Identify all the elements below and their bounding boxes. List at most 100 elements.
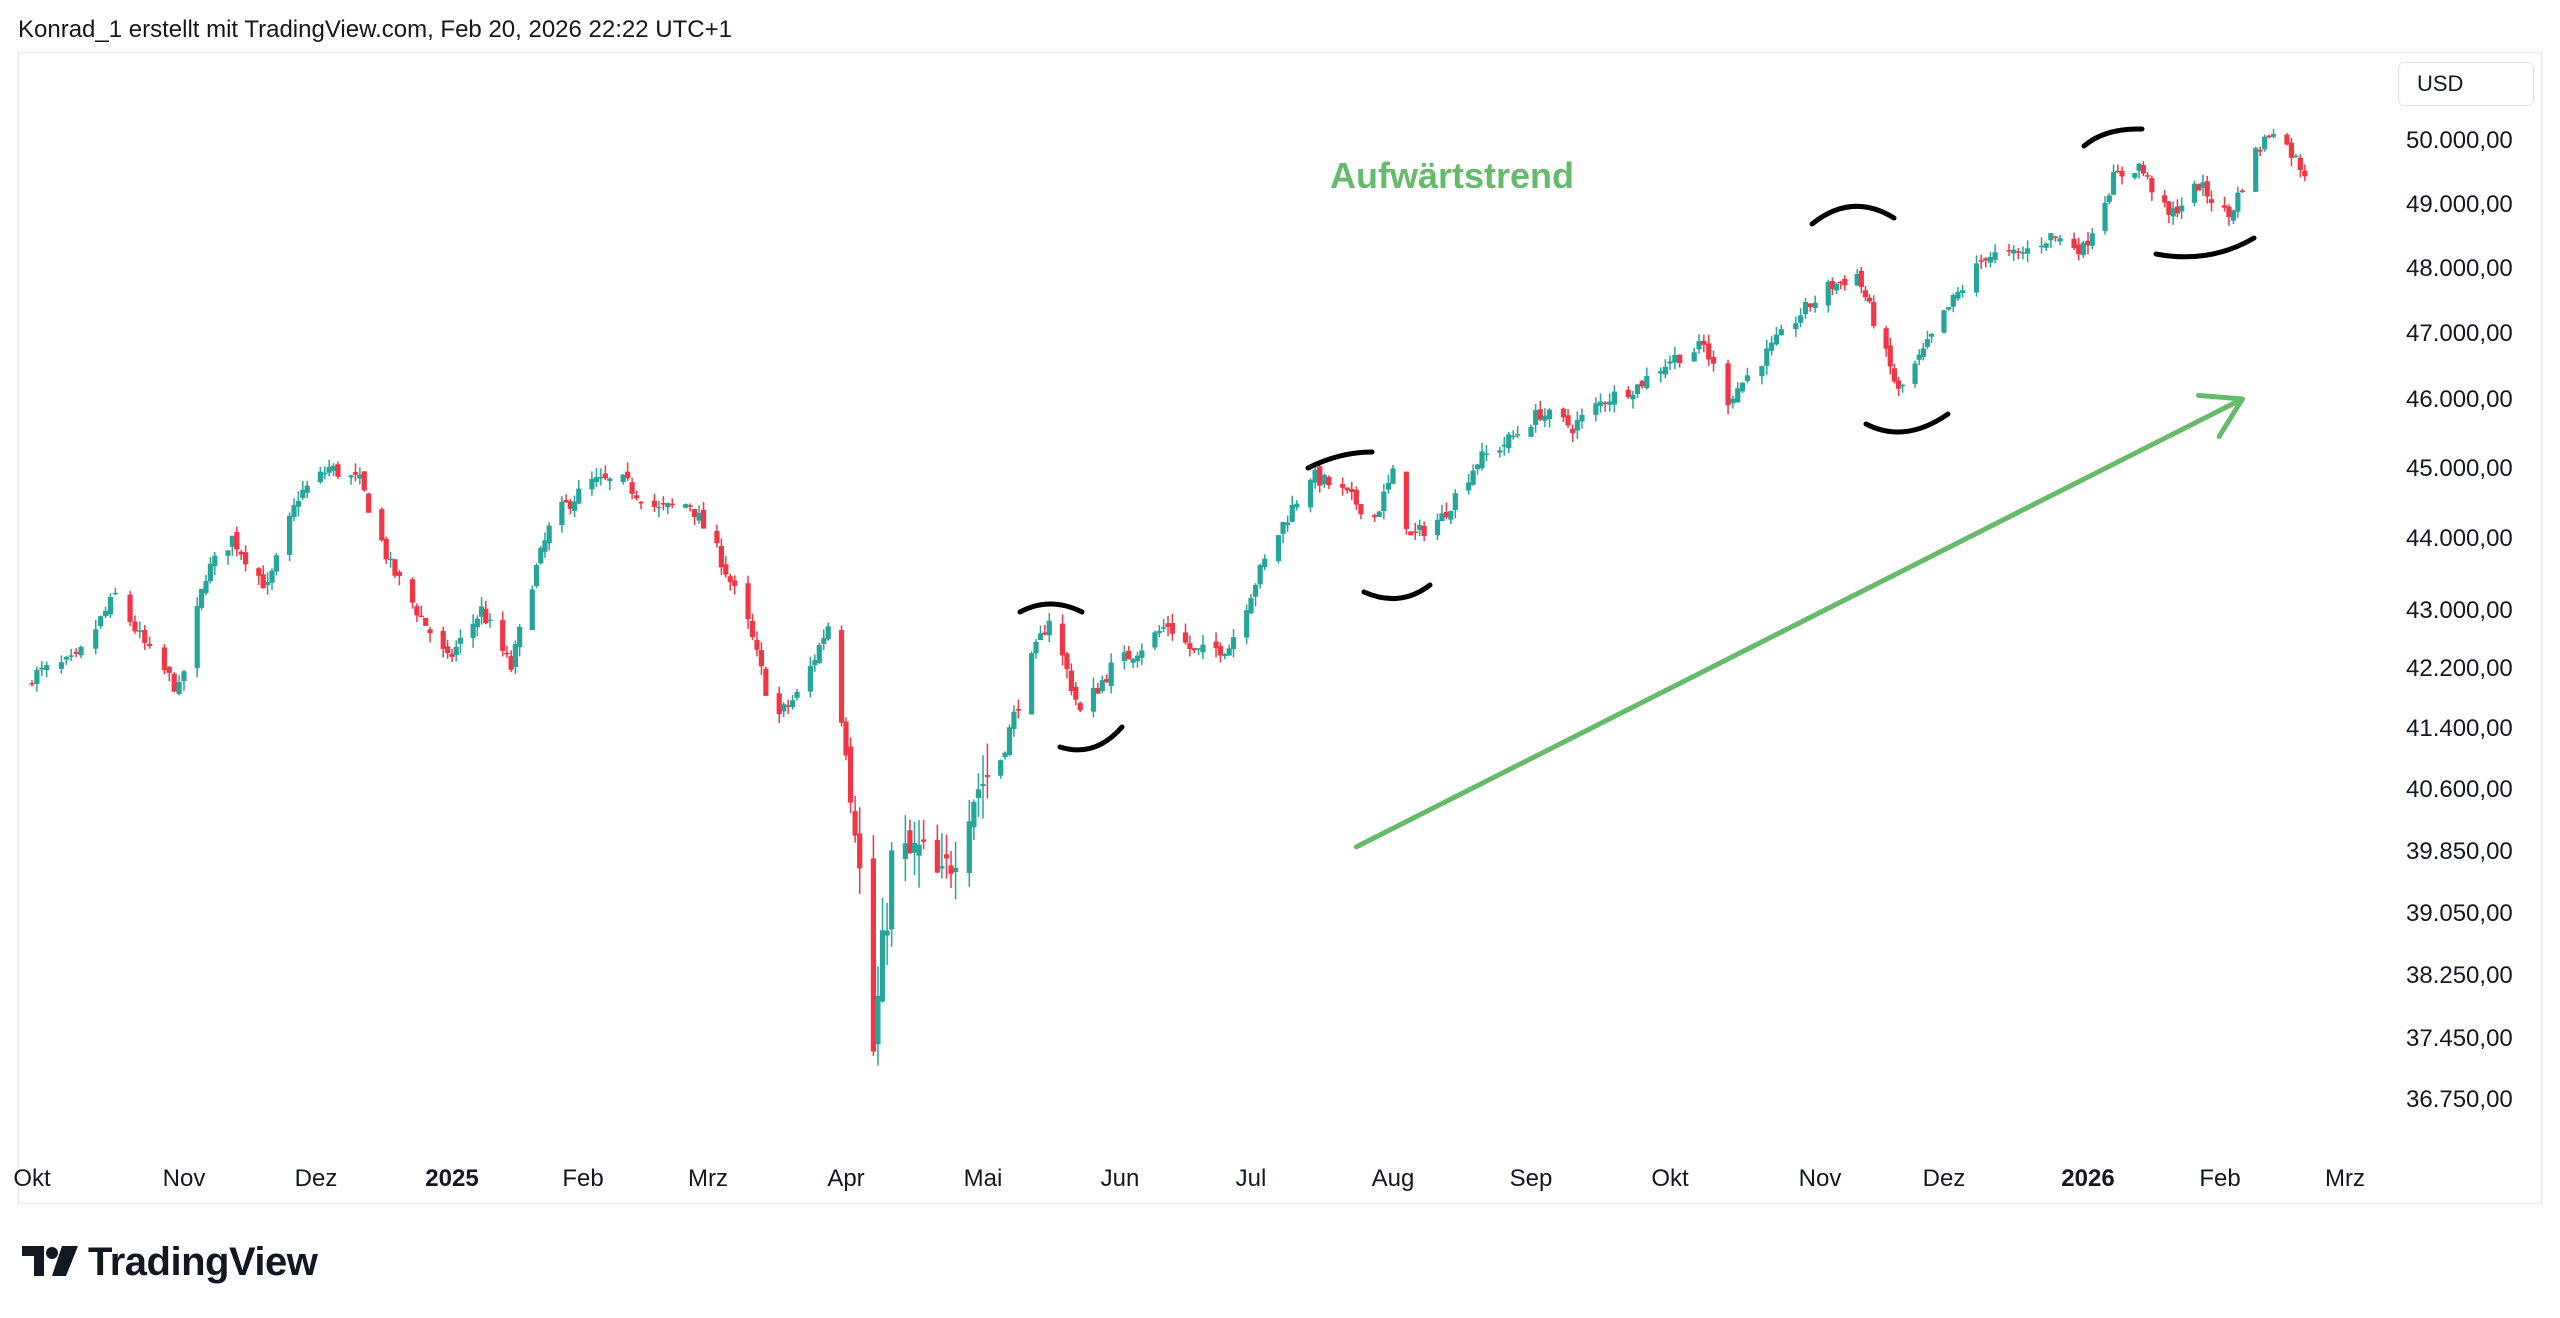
- candle-body: [934, 839, 940, 873]
- candle-body: [1537, 409, 1543, 420]
- candle-body: [2020, 252, 2026, 254]
- candle-body: [1807, 303, 1813, 308]
- candle-body: [63, 656, 69, 660]
- candle-body: [629, 482, 635, 494]
- candle-body: [2106, 195, 2112, 203]
- candle-body: [1275, 535, 1282, 562]
- candle-body: [1769, 342, 1775, 351]
- candle-body: [1838, 281, 1844, 284]
- candle-body: [2253, 148, 2259, 192]
- candle-body: [1033, 641, 1039, 654]
- swing-marker[interactable]: [2153, 235, 2257, 260]
- swing-marker[interactable]: [1863, 411, 1951, 435]
- candle-body: [199, 588, 205, 608]
- candle-body: [2085, 240, 2091, 246]
- swing-marker[interactable]: [1361, 582, 1433, 602]
- candle-body: [718, 545, 724, 568]
- candle-body: [357, 474, 363, 479]
- price-tick-label: 40.600,00: [2406, 776, 2513, 803]
- candle-body: [2302, 170, 2308, 177]
- candle-body: [1644, 376, 1650, 389]
- candle-body: [1992, 252, 1998, 260]
- candle-body: [638, 501, 644, 504]
- candle-body: [1662, 366, 1668, 375]
- candle-body: [1353, 489, 1359, 505]
- candle-body: [269, 570, 275, 583]
- candle-body: [2191, 183, 2198, 203]
- candle-body: [1858, 270, 1864, 287]
- candle-body: [1077, 703, 1083, 711]
- candle-body: [1421, 525, 1427, 536]
- candle-body: [1230, 637, 1237, 650]
- candle-body: [683, 504, 689, 508]
- candle-body: [127, 594, 133, 622]
- tradingview-brand[interactable]: TradingView: [22, 1240, 318, 1285]
- candle-body: [1015, 708, 1021, 711]
- swing-marker[interactable]: [1017, 601, 1085, 615]
- trend-arrow-line[interactable]: [1353, 396, 2245, 850]
- candle-body: [939, 866, 945, 869]
- candle-body: [1294, 503, 1300, 508]
- candle-body: [181, 671, 187, 682]
- candle-body: [1542, 415, 1548, 421]
- candle-body: [1262, 558, 1268, 568]
- candle-body: [1046, 620, 1052, 636]
- price-tick-label: 49.000,00: [2406, 191, 2513, 218]
- candle-body: [1887, 345, 1893, 367]
- candle-body: [1950, 294, 1956, 307]
- candle-body: [687, 505, 693, 507]
- candle-body: [1900, 384, 1906, 387]
- candle-body: [487, 619, 493, 622]
- trend-label[interactable]: Aufwärtstrend: [1330, 155, 1574, 196]
- candle-body: [326, 467, 332, 473]
- candle-body: [2235, 192, 2241, 212]
- candle-body: [2257, 150, 2263, 152]
- candle-body: [1483, 453, 1490, 456]
- candle-body: [265, 582, 271, 586]
- time-tick-label: Sep: [1510, 1165, 1553, 1192]
- candle-body: [1376, 511, 1382, 517]
- candle-body: [229, 535, 235, 547]
- candle-body: [1029, 653, 1035, 715]
- chart-frame: [18, 52, 2542, 1204]
- candle-body: [132, 621, 138, 632]
- time-tick-label: 2026: [2061, 1165, 2114, 1192]
- candle-body: [656, 506, 662, 509]
- swing-marker[interactable]: [1809, 203, 1897, 227]
- price-tick-label: 37.450,00: [2406, 1025, 2513, 1052]
- candle-body: [207, 564, 213, 582]
- candle-body: [1735, 388, 1741, 403]
- candle-body: [1607, 401, 1613, 405]
- swing-marker[interactable]: [1305, 449, 1375, 471]
- swing-marker[interactable]: [1057, 724, 1125, 753]
- candle-body: [1778, 329, 1784, 336]
- candle-body: [785, 705, 791, 707]
- swing-marker[interactable]: [2081, 126, 2145, 149]
- candle-body: [948, 865, 954, 874]
- candle-body: [1871, 302, 1877, 326]
- candle-body: [2226, 206, 2232, 218]
- trend-arrow-head[interactable]: [2216, 396, 2245, 439]
- candle-body: [2089, 233, 2095, 246]
- candle-body: [998, 760, 1004, 776]
- price-tick-label: 43.000,00: [2406, 597, 2513, 624]
- candle-body: [665, 503, 671, 508]
- currency-selector[interactable]: USD: [2398, 62, 2534, 106]
- candle-body: [1895, 380, 1902, 389]
- candle-body: [1126, 650, 1132, 660]
- price-tick-label: 41.400,00: [2406, 715, 2513, 742]
- candle-body: [789, 700, 796, 708]
- candle-body: [754, 639, 760, 650]
- price-tick-label: 39.850,00: [2406, 838, 2513, 865]
- candle-body: [1448, 510, 1454, 520]
- time-tick-label: Mai: [964, 1165, 1003, 1192]
- candle-body: [723, 564, 729, 575]
- candle-body: [2043, 243, 2049, 248]
- candle-body: [875, 995, 881, 1045]
- candle-body: [1095, 688, 1101, 694]
- candle-body: [1625, 389, 1631, 398]
- trend-arrow-head[interactable]: [2195, 392, 2245, 402]
- candle-body: [2006, 250, 2012, 252]
- candle-body: [1289, 504, 1295, 522]
